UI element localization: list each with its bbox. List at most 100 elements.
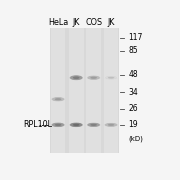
Ellipse shape: [75, 77, 78, 78]
Ellipse shape: [108, 124, 114, 126]
Ellipse shape: [90, 124, 97, 126]
Ellipse shape: [54, 123, 62, 126]
Ellipse shape: [106, 123, 116, 126]
Ellipse shape: [52, 97, 64, 101]
Ellipse shape: [106, 123, 116, 126]
Ellipse shape: [51, 97, 65, 101]
Ellipse shape: [105, 76, 117, 79]
Ellipse shape: [70, 123, 83, 127]
Ellipse shape: [71, 123, 82, 127]
Ellipse shape: [70, 75, 83, 80]
Ellipse shape: [88, 76, 99, 80]
Ellipse shape: [75, 124, 78, 125]
Ellipse shape: [109, 77, 113, 78]
Ellipse shape: [107, 124, 115, 126]
Ellipse shape: [73, 124, 80, 126]
Ellipse shape: [72, 76, 80, 79]
Ellipse shape: [51, 123, 65, 127]
Ellipse shape: [74, 124, 78, 125]
Ellipse shape: [90, 77, 97, 79]
Ellipse shape: [93, 77, 95, 78]
Ellipse shape: [71, 123, 82, 127]
Ellipse shape: [52, 123, 64, 127]
Ellipse shape: [52, 97, 64, 101]
Ellipse shape: [54, 123, 62, 126]
Ellipse shape: [70, 123, 83, 127]
Ellipse shape: [70, 123, 82, 127]
Ellipse shape: [73, 76, 80, 79]
Ellipse shape: [52, 123, 64, 127]
Ellipse shape: [109, 77, 113, 78]
Ellipse shape: [92, 77, 96, 78]
Ellipse shape: [55, 124, 61, 126]
Ellipse shape: [88, 123, 99, 127]
Ellipse shape: [56, 99, 60, 100]
Ellipse shape: [105, 123, 117, 127]
Text: JK: JK: [107, 18, 115, 27]
Text: 19: 19: [129, 120, 138, 129]
Ellipse shape: [89, 123, 99, 126]
Ellipse shape: [71, 123, 82, 127]
Ellipse shape: [55, 124, 61, 126]
Ellipse shape: [92, 124, 95, 125]
Ellipse shape: [56, 124, 60, 125]
Ellipse shape: [72, 76, 81, 79]
Ellipse shape: [72, 76, 80, 79]
Ellipse shape: [104, 123, 118, 127]
Ellipse shape: [75, 77, 77, 78]
Text: JK: JK: [73, 18, 80, 27]
Ellipse shape: [73, 124, 79, 126]
Ellipse shape: [105, 123, 117, 127]
Ellipse shape: [55, 124, 61, 126]
Ellipse shape: [104, 76, 118, 79]
Ellipse shape: [109, 124, 113, 125]
Ellipse shape: [71, 76, 82, 80]
Ellipse shape: [89, 76, 98, 79]
Ellipse shape: [91, 77, 96, 78]
Ellipse shape: [90, 76, 98, 79]
Ellipse shape: [104, 123, 118, 127]
Ellipse shape: [71, 123, 81, 127]
Ellipse shape: [105, 76, 117, 79]
Ellipse shape: [91, 124, 97, 126]
Ellipse shape: [53, 98, 63, 101]
Ellipse shape: [110, 124, 112, 125]
Ellipse shape: [53, 123, 63, 127]
Text: HeLa: HeLa: [48, 18, 68, 27]
Ellipse shape: [73, 77, 79, 79]
Ellipse shape: [72, 123, 80, 126]
Ellipse shape: [73, 76, 80, 79]
Ellipse shape: [88, 76, 99, 79]
Ellipse shape: [54, 98, 62, 100]
Ellipse shape: [108, 124, 114, 126]
Ellipse shape: [105, 123, 117, 127]
Ellipse shape: [88, 123, 99, 127]
Ellipse shape: [90, 76, 97, 79]
Ellipse shape: [71, 76, 81, 80]
Ellipse shape: [54, 98, 62, 100]
Ellipse shape: [57, 124, 59, 125]
Ellipse shape: [92, 77, 95, 78]
Ellipse shape: [57, 99, 59, 100]
Text: RPL10L: RPL10L: [23, 120, 52, 129]
Ellipse shape: [107, 124, 115, 126]
Ellipse shape: [91, 77, 97, 79]
Ellipse shape: [87, 76, 100, 80]
Ellipse shape: [74, 77, 79, 79]
Ellipse shape: [56, 124, 60, 125]
Ellipse shape: [72, 123, 80, 126]
Ellipse shape: [89, 76, 99, 79]
Ellipse shape: [107, 124, 115, 126]
Ellipse shape: [105, 76, 117, 79]
Ellipse shape: [52, 98, 64, 101]
Ellipse shape: [106, 76, 116, 79]
Ellipse shape: [87, 123, 100, 127]
Bar: [51, 28, 65, 153]
Bar: [50, 28, 119, 153]
Ellipse shape: [109, 124, 113, 125]
Ellipse shape: [55, 98, 61, 100]
Ellipse shape: [56, 98, 60, 100]
Ellipse shape: [108, 124, 114, 126]
Ellipse shape: [90, 76, 97, 79]
Ellipse shape: [107, 77, 115, 79]
